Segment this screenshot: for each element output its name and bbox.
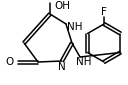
Text: O: O [6, 57, 14, 67]
Text: NH: NH [67, 22, 83, 32]
Text: N: N [58, 62, 66, 72]
Text: NH: NH [76, 57, 92, 67]
Text: F: F [101, 7, 107, 17]
Text: OH: OH [54, 1, 70, 11]
